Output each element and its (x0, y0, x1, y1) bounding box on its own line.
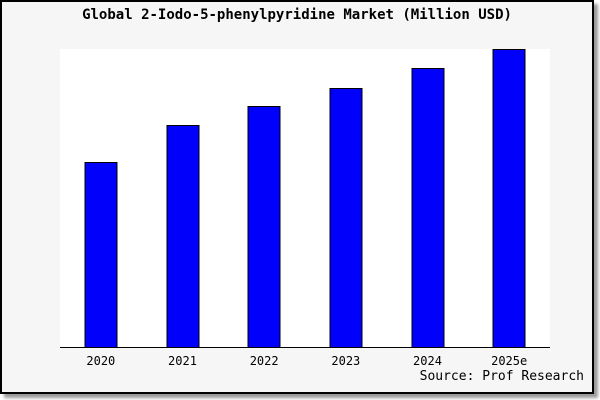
bar-2025e (492, 49, 526, 347)
x-tick-label-2024: 2024 (413, 354, 442, 368)
chart-figure: Global 2-Iodo-5-phenylpyridine Market (M… (0, 0, 594, 394)
x-tick-label-2023: 2023 (331, 354, 361, 368)
bar-2024 (411, 68, 444, 347)
x-tick-label-2020: 2020 (86, 354, 116, 368)
x-tick-label-2025e: 2025e (491, 354, 528, 368)
bar-2021 (166, 125, 199, 347)
x-axis-labels: 2020 2021 2022 2023 2024 2025e (60, 354, 550, 370)
bar-2023 (329, 87, 363, 347)
chart-title: Global 2-Iodo-5-phenylpyridine Market (M… (82, 7, 512, 23)
source-credit: Source: Prof Research (419, 369, 584, 384)
x-tick-label-2021: 2021 (168, 354, 197, 368)
bar-2020 (84, 162, 118, 347)
plot-area (60, 49, 550, 348)
x-tick-label-2022: 2022 (249, 354, 279, 368)
bar-2022 (247, 105, 281, 347)
